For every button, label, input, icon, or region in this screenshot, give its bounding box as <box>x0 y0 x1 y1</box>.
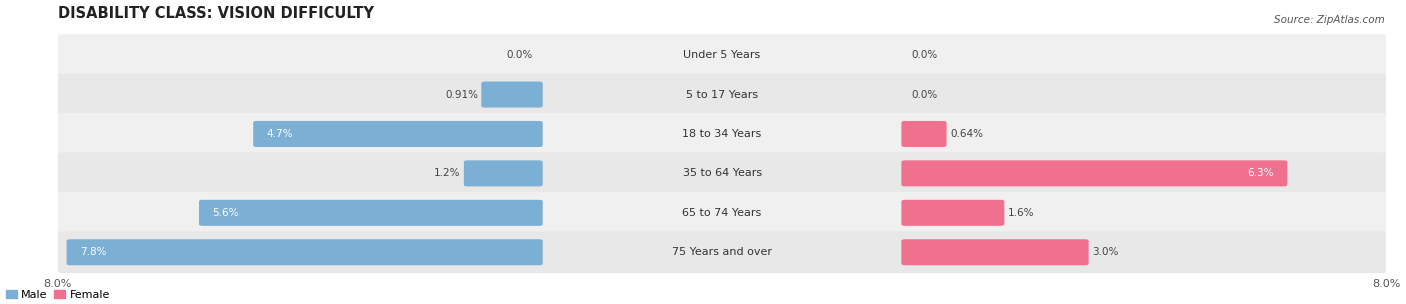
Text: 7.8%: 7.8% <box>80 247 107 257</box>
Text: Under 5 Years: Under 5 Years <box>683 50 761 60</box>
Text: 1.6%: 1.6% <box>1008 208 1035 218</box>
FancyBboxPatch shape <box>481 81 543 108</box>
Text: 65 to 74 Years: 65 to 74 Years <box>682 208 762 218</box>
Text: 1.2%: 1.2% <box>434 168 461 178</box>
Text: 6.3%: 6.3% <box>1247 168 1274 178</box>
Text: Source: ZipAtlas.com: Source: ZipAtlas.com <box>1274 15 1385 25</box>
Text: 0.0%: 0.0% <box>911 50 938 60</box>
FancyBboxPatch shape <box>66 239 543 265</box>
Text: DISABILITY CLASS: VISION DIFFICULTY: DISABILITY CLASS: VISION DIFFICULTY <box>58 5 374 21</box>
Text: 5 to 17 Years: 5 to 17 Years <box>686 90 758 99</box>
FancyBboxPatch shape <box>58 192 1386 234</box>
FancyBboxPatch shape <box>58 74 1386 116</box>
FancyBboxPatch shape <box>901 200 1004 226</box>
FancyBboxPatch shape <box>58 113 1386 155</box>
Text: 4.7%: 4.7% <box>267 129 292 139</box>
Text: 5.6%: 5.6% <box>212 208 239 218</box>
FancyBboxPatch shape <box>901 239 1088 265</box>
FancyBboxPatch shape <box>200 200 543 226</box>
FancyBboxPatch shape <box>58 231 1386 273</box>
FancyBboxPatch shape <box>464 161 543 186</box>
Text: 0.64%: 0.64% <box>950 129 983 139</box>
FancyBboxPatch shape <box>901 161 1288 186</box>
Legend: Male, Female: Male, Female <box>6 290 110 300</box>
FancyBboxPatch shape <box>58 153 1386 194</box>
FancyBboxPatch shape <box>253 121 543 147</box>
FancyBboxPatch shape <box>58 34 1386 76</box>
Text: 3.0%: 3.0% <box>1092 247 1118 257</box>
Text: 0.0%: 0.0% <box>506 50 533 60</box>
Text: 35 to 64 Years: 35 to 64 Years <box>682 168 762 178</box>
FancyBboxPatch shape <box>901 121 946 147</box>
Text: 18 to 34 Years: 18 to 34 Years <box>682 129 762 139</box>
Text: 0.0%: 0.0% <box>911 90 938 99</box>
Text: 0.91%: 0.91% <box>446 90 478 99</box>
Text: 75 Years and over: 75 Years and over <box>672 247 772 257</box>
